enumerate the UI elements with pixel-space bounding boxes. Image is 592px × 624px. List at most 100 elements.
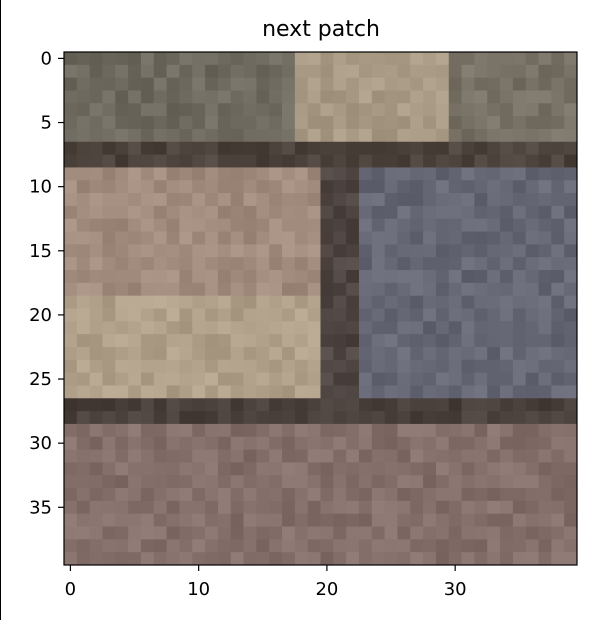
pixel-cell xyxy=(192,128,206,143)
pixel-cell xyxy=(384,270,398,284)
pixel-cell xyxy=(256,116,270,130)
pixel-cell xyxy=(333,500,347,515)
pixel-cell xyxy=(76,539,91,553)
pixel-cell xyxy=(153,231,167,245)
pixel-cell xyxy=(140,423,155,438)
pixel-cell xyxy=(282,103,296,117)
pixel-cell xyxy=(384,513,398,527)
pixel-cell xyxy=(474,257,488,271)
pixel-cell xyxy=(217,526,232,540)
pixel-cell xyxy=(538,295,552,309)
pixel-cell xyxy=(423,321,437,335)
pixel-cell xyxy=(435,282,450,297)
pixel-cell xyxy=(538,116,552,130)
pixel-cell xyxy=(166,398,180,412)
pixel-cell xyxy=(115,462,129,476)
pixel-cell xyxy=(217,398,232,412)
pixel-cell xyxy=(128,77,142,91)
pixel-cell xyxy=(115,103,129,117)
pixel-cell xyxy=(256,462,270,476)
pixel-cell xyxy=(512,462,527,476)
pixel-cell xyxy=(551,244,565,258)
pixel-cell xyxy=(448,449,462,463)
pixel-cell xyxy=(243,295,257,309)
pixel-cell xyxy=(294,205,309,220)
pixel-cell xyxy=(551,218,565,232)
pixel-cell xyxy=(397,475,411,489)
pixel-cell xyxy=(551,513,565,527)
pixel-cell xyxy=(217,244,232,258)
pixel-cell xyxy=(102,116,116,130)
pixel-cell xyxy=(217,231,232,245)
pixel-cell xyxy=(166,436,180,450)
pixel-cell xyxy=(320,77,334,91)
pixel-cell xyxy=(179,154,193,168)
pixel-cell xyxy=(500,308,514,322)
pixel-cell xyxy=(76,141,91,155)
pixel-cell xyxy=(166,270,180,284)
pixel-cell xyxy=(115,449,129,463)
pixel-cell xyxy=(153,500,167,515)
pixel-cell xyxy=(512,218,527,232)
pixel-cell xyxy=(256,141,270,155)
pixel-cell xyxy=(89,231,103,245)
pixel-cell xyxy=(346,398,360,412)
pixel-cell xyxy=(256,475,270,489)
pixel-cell xyxy=(448,372,462,386)
pixel-cell xyxy=(307,334,321,348)
pixel-cell xyxy=(230,411,244,425)
pixel-cell xyxy=(500,449,514,463)
pixel-cell xyxy=(128,488,142,502)
pixel-cell xyxy=(564,231,578,245)
pixel-cell xyxy=(500,205,514,220)
pixel-cell xyxy=(320,270,334,284)
y-tick-label: 25 xyxy=(29,369,52,390)
pixel-cell xyxy=(461,385,475,399)
pixel-cell xyxy=(551,180,565,194)
pixel-cell xyxy=(205,116,219,130)
pixel-cell xyxy=(115,205,129,220)
pixel-cell xyxy=(564,180,578,194)
pixel-cell xyxy=(346,552,360,566)
pixel-cell xyxy=(487,180,501,194)
pixel-cell xyxy=(435,77,450,91)
pixel-cell xyxy=(487,334,501,348)
pixel-cell xyxy=(153,385,167,399)
pixel-cell xyxy=(346,180,360,194)
pixel-cell xyxy=(538,500,552,515)
pixel-cell xyxy=(410,295,424,309)
pixel-cell xyxy=(256,334,270,348)
pixel-cell xyxy=(333,52,347,66)
pixel-cell xyxy=(294,64,309,79)
pixel-cell xyxy=(76,295,91,309)
pixel-cell xyxy=(564,64,578,79)
pixel-cell xyxy=(153,449,167,463)
pixel-cell xyxy=(243,346,257,361)
pixel-cell xyxy=(564,295,578,309)
pixel-cell xyxy=(294,270,309,284)
pixel-cell xyxy=(346,462,360,476)
pixel-cell xyxy=(64,449,78,463)
pixel-cell xyxy=(333,346,347,361)
pixel-cell xyxy=(192,513,206,527)
pixel-cell xyxy=(487,52,501,66)
pixel-cell xyxy=(333,257,347,271)
pixel-cell xyxy=(410,154,424,168)
pixel-cell xyxy=(461,462,475,476)
pixel-cell xyxy=(333,449,347,463)
pixel-cell xyxy=(551,64,565,79)
pixel-cell xyxy=(448,308,462,322)
pixel-cell xyxy=(358,141,373,155)
pixel-cell xyxy=(166,513,180,527)
pixel-cell xyxy=(358,449,373,463)
pixel-cell xyxy=(166,257,180,271)
pixel-cell xyxy=(423,244,437,258)
pixel-cell xyxy=(435,244,450,258)
pixel-cell xyxy=(410,539,424,553)
pixel-cell xyxy=(205,295,219,309)
pixel-cell xyxy=(512,411,527,425)
pixel-cell xyxy=(64,128,78,143)
pixel-cell xyxy=(435,539,450,553)
pixel-cell xyxy=(153,116,167,130)
